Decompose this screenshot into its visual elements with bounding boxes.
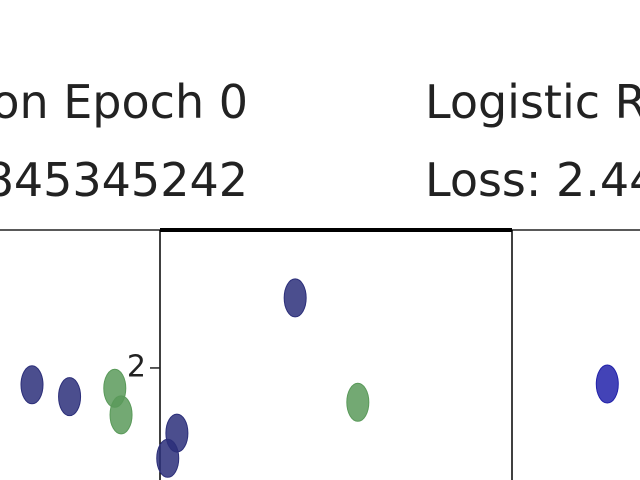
point [109, 395, 133, 435]
point [20, 365, 44, 405]
point [283, 278, 307, 318]
panel-title: 041845345242 [0, 153, 248, 207]
panel-title: Logistic Regr [425, 75, 640, 129]
panel-title: ession Epoch 0 [0, 75, 248, 129]
point [156, 438, 180, 478]
point [58, 377, 82, 417]
y-tick-label: 2 [127, 349, 146, 384]
panel-title: Loss: 2.4455 [425, 153, 640, 207]
point [346, 382, 370, 422]
point [595, 364, 619, 404]
